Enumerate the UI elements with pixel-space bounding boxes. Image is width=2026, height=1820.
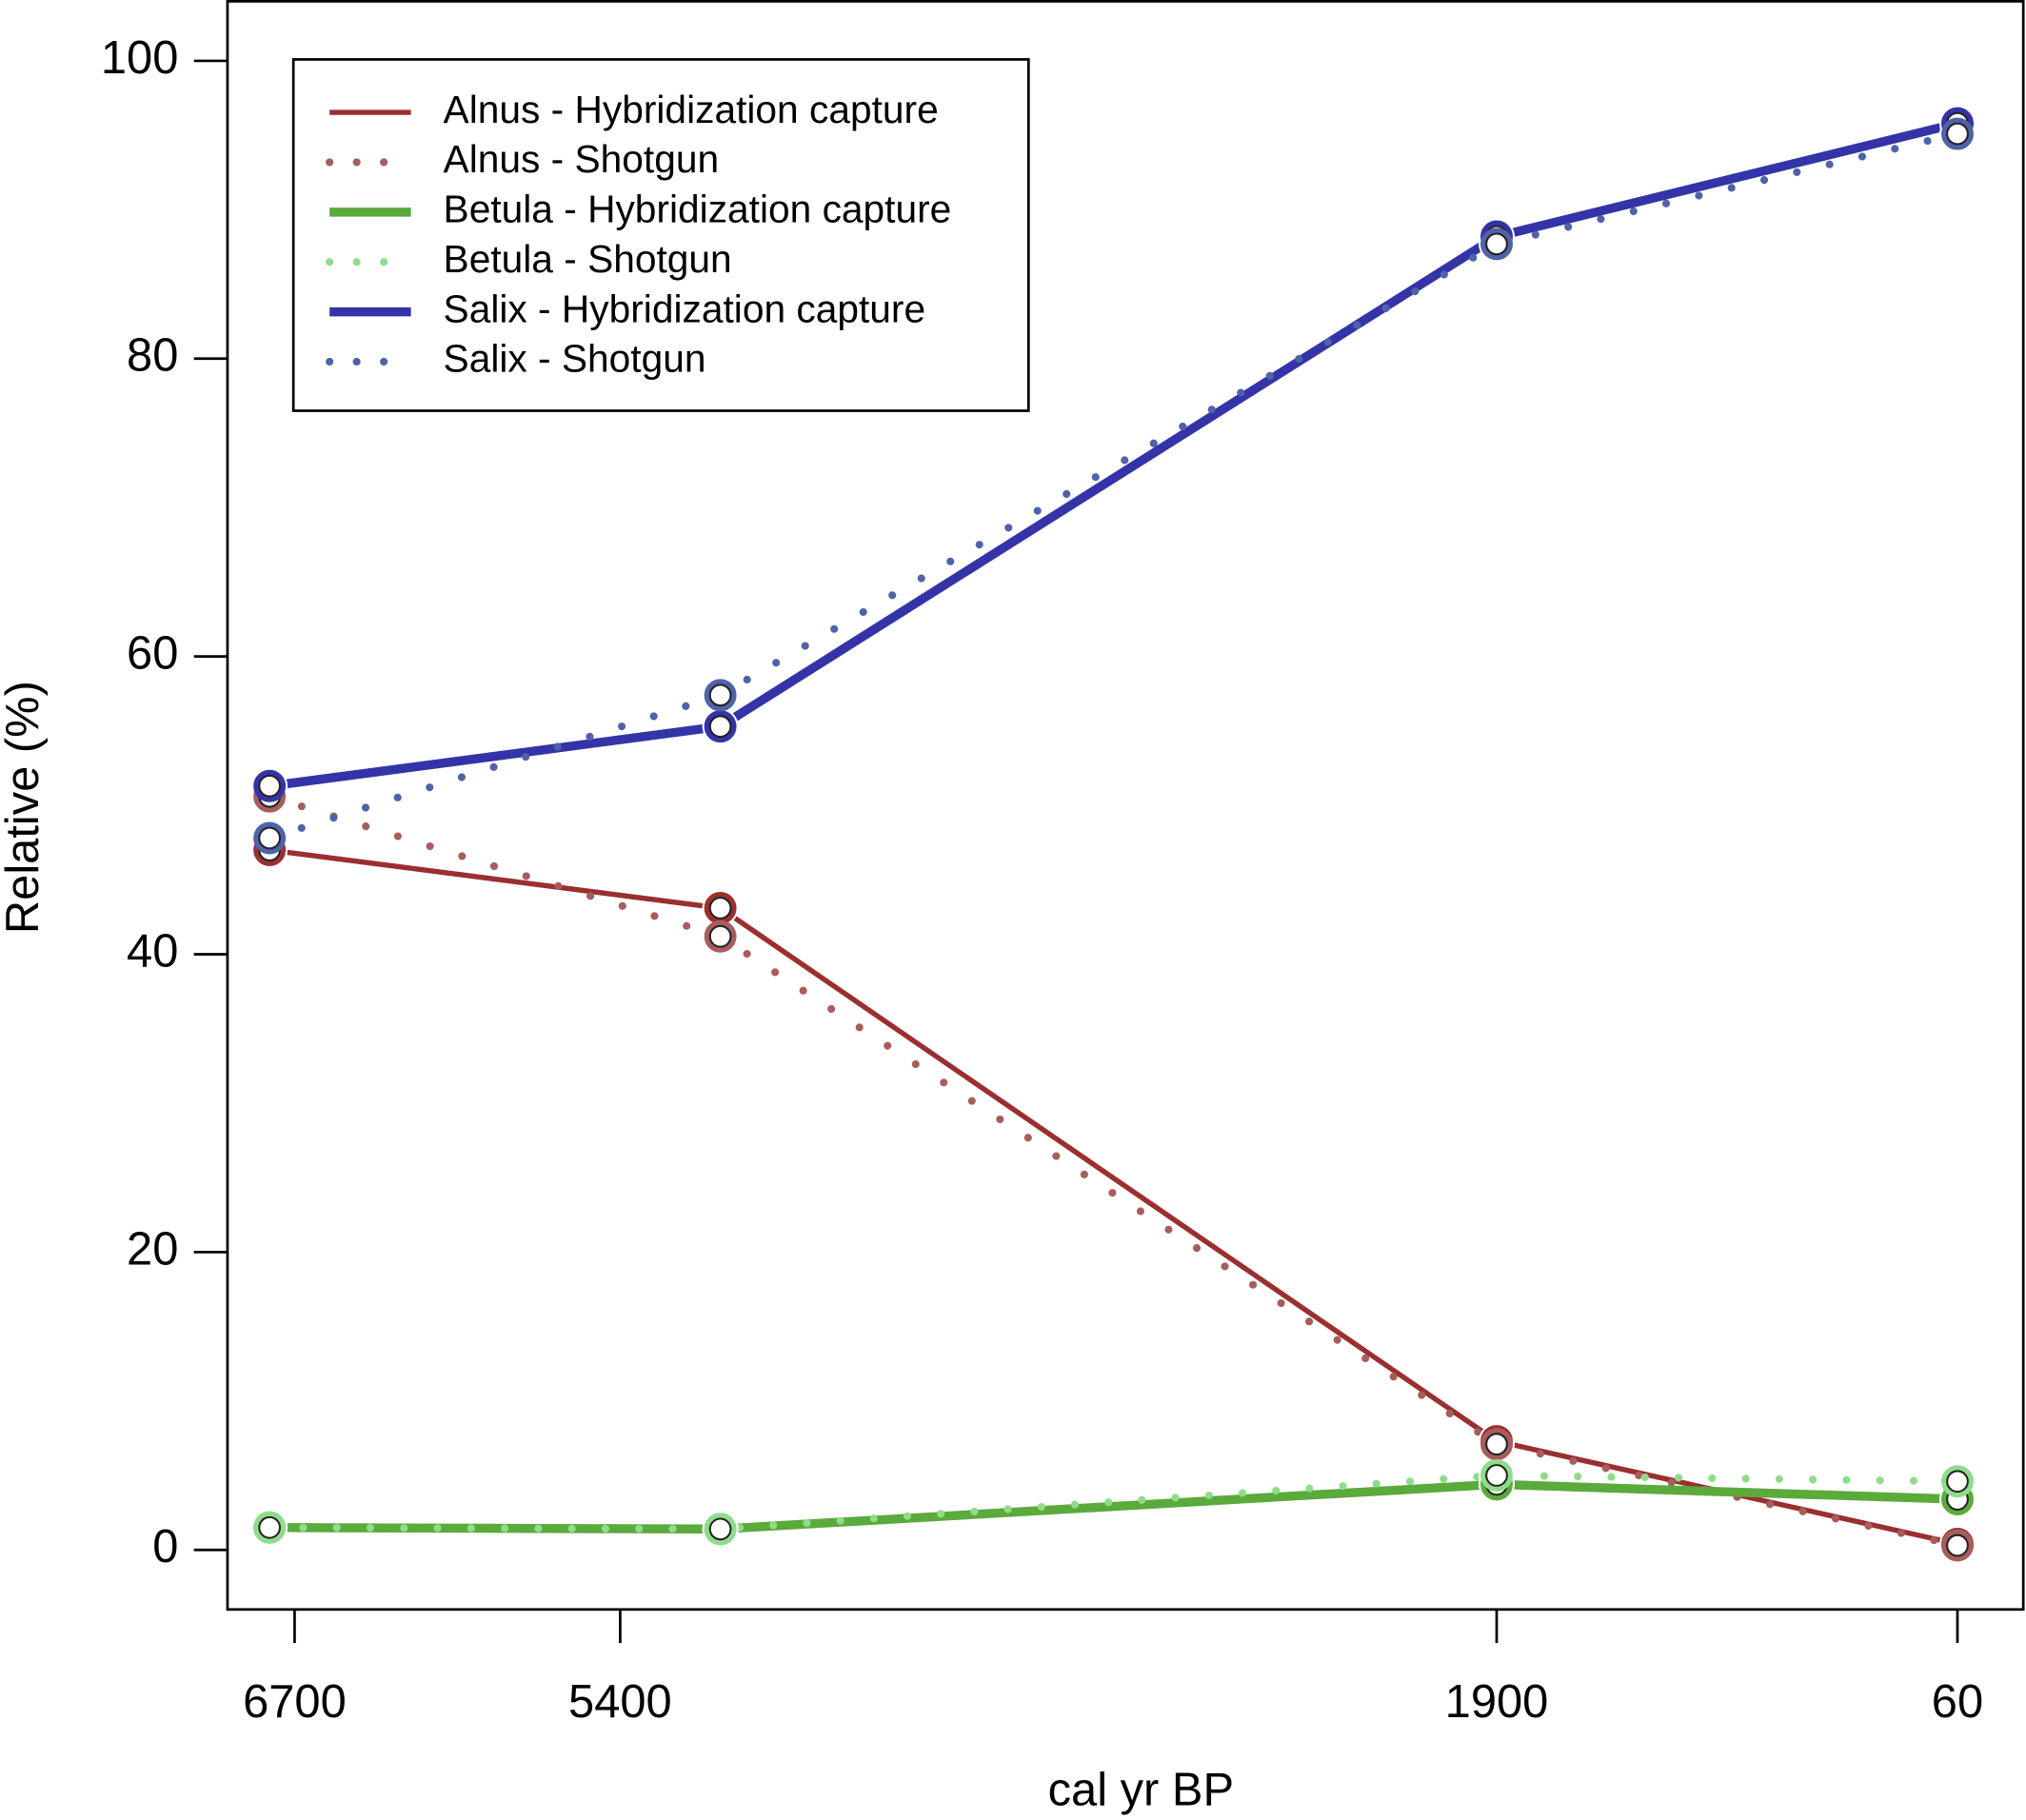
point: [253, 821, 287, 855]
x-tick-label: 60: [1932, 1676, 1983, 1728]
point-outline: [708, 924, 732, 948]
point: [1480, 228, 1513, 261]
series-line: [269, 1479, 1958, 1534]
point: [1941, 1465, 1974, 1498]
legend-label: Salix - Shotgun: [444, 337, 706, 381]
legend: Alnus - Hybridization capture Alnus - Sho…: [291, 58, 1030, 412]
point-outline: [258, 774, 282, 798]
point-outline: [1485, 232, 1508, 256]
point: [1480, 1428, 1513, 1461]
series-line: [268, 119, 1959, 791]
x-tick-label: 1900: [1445, 1676, 1549, 1728]
point-outline: [708, 1517, 732, 1541]
x-tick-label: 6700: [243, 1676, 347, 1728]
legend-label: Alnus - Hybridization capture: [444, 88, 939, 131]
point: [704, 920, 737, 953]
point: [704, 1513, 737, 1546]
y-tick-label: 0: [152, 1521, 178, 1573]
series-line: [266, 1471, 1962, 1533]
point: [253, 1511, 287, 1544]
y-tick-label: 100: [101, 32, 178, 84]
point-outline: [1946, 1533, 1969, 1557]
point-outline: [708, 897, 732, 920]
x-tick-label: 5400: [568, 1676, 672, 1728]
point-outline: [708, 715, 732, 739]
legend-label: Betula - Hybridization capture: [444, 188, 952, 231]
legend-label: Alnus - Shotgun: [444, 137, 720, 181]
point-outline: [708, 683, 732, 707]
point-outline: [258, 1515, 282, 1539]
y-tick-label: 40: [127, 925, 178, 977]
series-line: [266, 792, 1962, 1550]
point: [1941, 117, 1974, 150]
legend-box: [291, 58, 1030, 412]
plot-frame: [226, 0, 2025, 1612]
legend-label: Betula - Shotgun: [444, 237, 732, 281]
series-line: [268, 847, 1958, 1547]
point: [253, 769, 287, 802]
point-outline: [1485, 1433, 1508, 1456]
point-outline: [1946, 1470, 1969, 1494]
y-tick-label: 80: [127, 330, 178, 382]
point: [1941, 1529, 1974, 1562]
point: [704, 892, 737, 924]
x-axis-label: cal yr BP: [1048, 1764, 1234, 1815]
point-outline: [1946, 122, 1969, 146]
point-outline: [1485, 1464, 1508, 1487]
y-tick-label: 20: [127, 1223, 178, 1275]
series-line: [266, 129, 1962, 842]
y-axis-label: Relative (%): [0, 681, 49, 934]
legend-label: Salix - Hybridization capture: [444, 287, 926, 330]
y-tick-label: 60: [127, 628, 178, 680]
point-outline: [258, 826, 282, 850]
point: [1480, 1459, 1513, 1492]
point: [704, 679, 737, 712]
point: [704, 710, 737, 743]
